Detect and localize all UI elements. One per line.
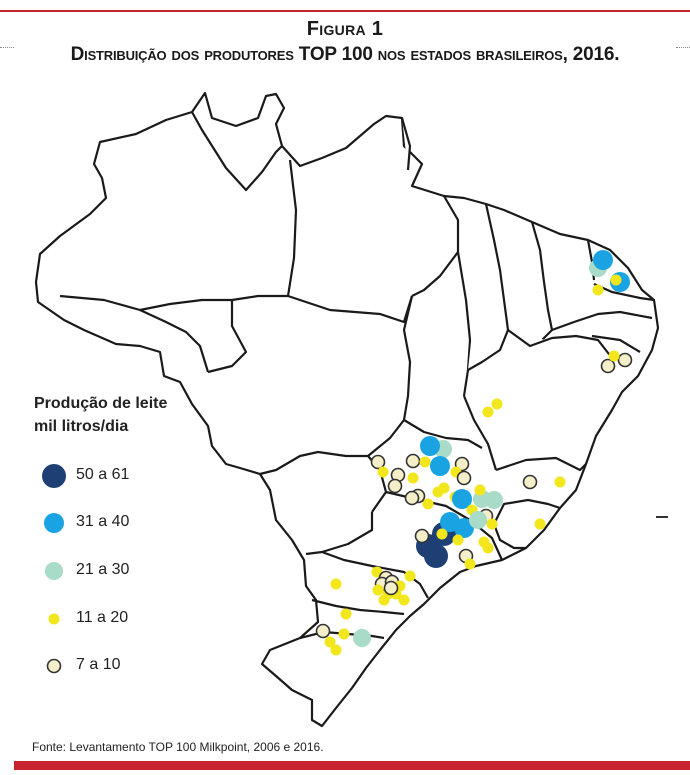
border-to-west: [402, 295, 414, 421]
producer-dot-11-20: [474, 484, 486, 496]
border-pi-ce: [530, 221, 554, 343]
right-dotted-rule: [676, 47, 690, 48]
legend-item: 50 a 61: [40, 460, 200, 490]
border-mg-rj: [492, 523, 526, 550]
legend-label: 21 a 30: [76, 561, 130, 578]
producer-dot-11-20: [330, 644, 342, 656]
legend-title-line2: mil litros/dia: [34, 418, 129, 435]
producer-dot-11-20: [482, 406, 494, 418]
producer-dot-11-20: [324, 636, 336, 648]
producer-dot-11-20: [534, 518, 546, 530]
producer-dot-31-40: [452, 489, 472, 509]
border-ba-west: [462, 395, 498, 471]
border-to-east: [456, 251, 472, 397]
border-am-south: [59, 294, 288, 312]
source-note: Fonte: Levantamento TOP 100 Milkpoint, 2…: [32, 740, 324, 754]
producer-dot-11-20: [554, 476, 566, 488]
producer-dot-11-20: [432, 486, 444, 498]
legend-swatch-icon: [46, 658, 62, 674]
producer-dot-7-10: [387, 478, 403, 494]
legend-label: 50 a 61: [76, 466, 130, 483]
producer-dot-11-20: [491, 398, 503, 410]
border-rr-am: [191, 111, 283, 192]
producer-dot-11-20: [486, 518, 498, 530]
producer-dot-11-20: [482, 542, 494, 554]
bottom-red-rule: [14, 761, 690, 770]
border-ma-pi: [467, 203, 510, 371]
producer-dot-11-20: [464, 558, 476, 570]
border-ac-ro: [139, 309, 210, 373]
producer-dot-11-20: [422, 498, 434, 510]
border-ms-sp: [305, 512, 374, 556]
border-pr-sc: [311, 598, 405, 616]
producer-dot-11-20: [330, 578, 342, 590]
producer-dot-7-10: [315, 623, 331, 639]
legend-swatch-icon: [42, 464, 66, 488]
figure-label: Figura 1: [306, 18, 384, 40]
border-go-mg: [403, 419, 483, 449]
producer-dot-7-10: [617, 352, 633, 368]
producer-dot-11-20: [610, 274, 622, 286]
border-pe-al: [591, 334, 641, 353]
border-mt-go: [259, 419, 405, 476]
side-dash: [656, 516, 668, 518]
border-ap-pa: [400, 117, 412, 171]
producer-dot-21-30: [353, 629, 371, 647]
producer-dot-11-20: [372, 584, 384, 596]
figure-title: Distribuição dos produtores TOP 100 nos …: [70, 44, 620, 65]
producer-dot-11-20: [407, 472, 419, 484]
producer-dot-7-10: [370, 454, 386, 470]
producer-dot-11-20: [377, 466, 389, 478]
producer-dot-7-10: [522, 474, 538, 490]
producer-dot-21-30: [485, 491, 503, 509]
legend-title: Produção de leite mil litros/dia: [34, 392, 224, 438]
legend-label: 7 a 10: [76, 656, 121, 673]
legend-item: 7 a 10: [40, 650, 200, 680]
border-pe-ba: [507, 329, 613, 359]
border-ba-mg: [495, 456, 587, 472]
legend-label: 11 a 20: [76, 609, 129, 626]
legend-item: 21 a 30: [40, 555, 200, 585]
legend-swatch-icon: [45, 562, 63, 580]
producer-dot-11-20: [398, 594, 410, 606]
producer-dot-11-20: [592, 284, 604, 296]
legend-swatch-icon: [44, 513, 64, 533]
producer-dot-7-10: [405, 453, 421, 469]
border-am-pa: [286, 159, 298, 297]
producer-dot-11-20: [338, 628, 350, 640]
state-boundaries: [34, 91, 660, 728]
border-ro-mt: [207, 300, 248, 374]
top-red-rule: [0, 10, 690, 12]
legend-swatch-icon: [48, 613, 60, 625]
border-pb-pe: [551, 310, 653, 332]
producer-dot-11-20: [452, 534, 464, 546]
producer-dot-31-40: [454, 518, 474, 538]
border-mg-es: [493, 498, 561, 525]
legend-label: 31 a 40: [76, 513, 130, 530]
producer-dot-11-20: [608, 350, 620, 362]
producer-dot-11-20: [419, 456, 431, 468]
producer-dot-7-10: [383, 580, 399, 596]
producer-dot-7-10: [600, 358, 616, 374]
producer-dot-7-10: [456, 470, 472, 486]
producer-dot-11-20: [436, 528, 448, 540]
legend-title-line1: Produção de leite: [34, 395, 168, 412]
left-dotted-rule: [0, 47, 14, 48]
producer-dot-21-30: [469, 511, 487, 529]
producer-dot-7-10: [404, 490, 420, 506]
producer-dot-31-40: [430, 456, 450, 476]
border-pa-east: [411, 195, 460, 297]
legend-item: 31 a 40: [40, 507, 200, 537]
legend-item: 11 a 20: [40, 603, 200, 633]
producer-dot-31-40: [420, 436, 440, 456]
producer-dots: [315, 250, 633, 656]
border-pa-mt: [287, 294, 414, 324]
producer-dot-50-61: [424, 544, 448, 568]
producer-dot-31-40: [593, 250, 613, 270]
producer-dot-11-20: [404, 570, 416, 582]
producer-dot-7-10: [414, 528, 430, 544]
producer-dot-11-20: [378, 594, 390, 606]
producer-dot-11-20: [340, 608, 352, 620]
